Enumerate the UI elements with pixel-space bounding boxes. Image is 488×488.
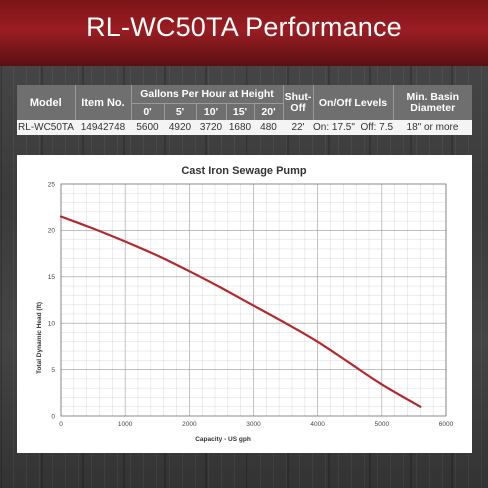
cell-levels: On: 17.5" Off: 7.5" (313, 120, 393, 135)
col-header-model: Model (17, 85, 76, 121)
chart-title: Cast Iron Sewage Pump (181, 165, 307, 177)
col-header-height-10: 10' (196, 103, 227, 121)
y-tick-label: 10 (48, 321, 56, 328)
performance-chart: Cast Iron Sewage Pump 0 1000 2000 3000 4000 5… (36, 165, 454, 443)
x-tick-label: 3000 (246, 421, 261, 428)
col-header-height-15: 15' (226, 103, 255, 121)
x-tick-label: 2000 (182, 421, 197, 428)
x-tick-label: 4000 (310, 421, 325, 428)
col-header-gph: Gallons Per Hour at Height (131, 85, 284, 104)
cell-gph-20: 480 (254, 120, 283, 135)
spec-table-card: Model Item No. Gallons Per Hour at Heigh… (17, 85, 472, 135)
cell-gph-15: 1680 (226, 120, 254, 135)
col-header-item: Item No. (75, 85, 132, 121)
chart-grid (60, 183, 447, 417)
page-title: RL-WC50TA Performance (86, 12, 402, 42)
cell-shutoff: 22' (283, 120, 313, 135)
x-axis-label: Capacity - US gph (195, 436, 251, 443)
y-axis-label: Total Dynamic Head (ft) (36, 302, 43, 374)
y-tick-label: 25 (48, 181, 56, 188)
chart-ticks: 0 1000 2000 3000 4000 5000 6000 0 5 10 15 20 25 (48, 181, 454, 428)
col-header-basin-line1: Min. Basin (406, 90, 459, 103)
col-header-shutoff: Shut- Off (283, 85, 314, 121)
x-tick-label: 0 (59, 421, 63, 428)
title-band (0, 0, 488, 66)
x-tick-label: 6000 (439, 421, 454, 428)
cell-gph-5: 4920 (164, 120, 196, 135)
col-header-levels: On/Off Levels (313, 85, 394, 121)
cell-basin: 18" or more (393, 120, 472, 135)
y-tick-label: 20 (48, 228, 56, 235)
table-row: RL-WC50TA 14942748 5600 4920 3720 1680 4… (17, 120, 472, 135)
cell-gph-10: 3720 (196, 120, 226, 135)
col-header-height-5: 5' (164, 103, 197, 121)
cell-model: RL-WC50TA (17, 120, 75, 135)
col-header-height-20: 20' (254, 103, 284, 121)
x-tick-label: 5000 (375, 421, 390, 428)
col-header-basin-line2: Diameter (410, 101, 456, 114)
x-tick-label: 1000 (118, 421, 133, 428)
series-line-pump-curve (59, 215, 422, 408)
y-tick-label: 15 (48, 274, 56, 281)
col-header-basin: Min. Basin Diameter (393, 85, 472, 121)
cell-item: 14942748 (75, 120, 131, 135)
spec-table: Model Item No. Gallons Per Hour at Heigh… (17, 85, 472, 135)
y-tick-label: 5 (51, 367, 55, 374)
chart-card: Cast Iron Sewage Pump 0 1000 2000 3000 4000 5… (17, 155, 472, 453)
cell-gph-0: 5600 (131, 120, 164, 135)
col-header-height-0: 0' (131, 103, 165, 121)
col-header-shutoff-line1: Shut- (284, 90, 312, 103)
col-header-shutoff-line2: Off (290, 101, 306, 114)
plot-frame (60, 183, 447, 417)
y-tick-label: 0 (51, 413, 55, 420)
